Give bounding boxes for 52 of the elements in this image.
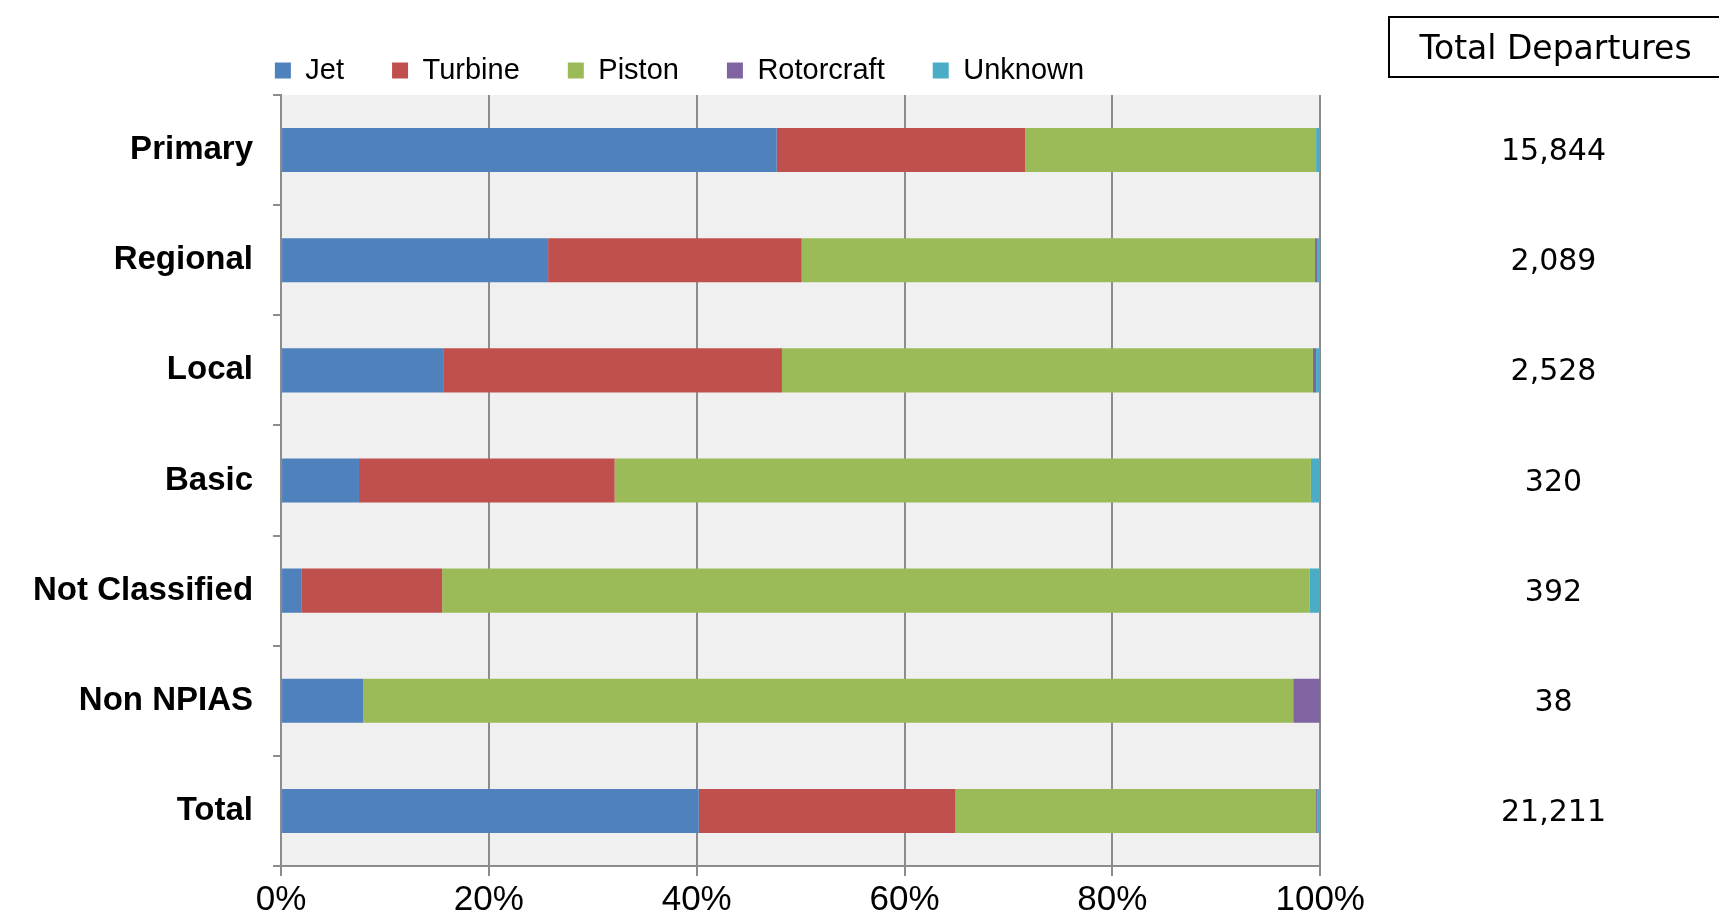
bar <box>282 788 699 833</box>
text: 2,089 <box>1509 241 1598 280</box>
bar <box>1310 458 1321 503</box>
legend-label: Rotorcraft <box>757 52 885 85</box>
y-tick-label: Local <box>166 349 254 387</box>
bar <box>801 238 1316 283</box>
y-tick-label: Basic <box>164 459 254 497</box>
y-tick-label: Total <box>176 790 254 828</box>
bar <box>282 458 359 503</box>
bar <box>443 348 782 393</box>
legend-label: Jet <box>305 52 345 85</box>
bar <box>614 458 1311 503</box>
bar <box>282 568 302 613</box>
x-tick-label: 100% <box>1275 877 1366 916</box>
bar <box>282 678 364 723</box>
x-tick-label: 60% <box>869 877 940 916</box>
bar <box>776 128 1026 173</box>
bar <box>282 128 777 173</box>
legend-label: Unknown <box>963 52 1085 85</box>
x-tick-label: 80% <box>1077 877 1148 916</box>
bar <box>282 238 549 283</box>
bar <box>363 678 1294 723</box>
x-tick-label: 40% <box>661 877 732 916</box>
bar <box>1316 348 1321 393</box>
x-tick-label: 0% <box>255 877 307 916</box>
text: 21,211 <box>1500 791 1607 830</box>
text: 392 <box>1523 571 1584 610</box>
bar <box>1316 128 1321 173</box>
bar <box>548 238 802 283</box>
bar <box>358 458 615 503</box>
bar <box>1025 128 1317 173</box>
legend-label: Turbine <box>422 52 520 85</box>
bar <box>442 568 1310 613</box>
text: Total Departures <box>1388 16 1719 78</box>
y-tick-label: Not Classified <box>33 569 254 607</box>
text: 320 <box>1523 461 1584 500</box>
y-tick-label: Non NPIAS <box>78 679 254 717</box>
bar <box>282 348 444 393</box>
bar <box>1312 348 1317 393</box>
bar <box>301 568 443 613</box>
bar <box>698 788 956 833</box>
bar <box>955 788 1317 833</box>
bar <box>1293 678 1321 723</box>
bar <box>781 348 1313 393</box>
x-tick-label: 20% <box>453 877 524 916</box>
y-tick-label: Primary <box>130 129 254 167</box>
text: 2,528 <box>1509 351 1598 390</box>
legend-label: Piston <box>598 52 679 85</box>
y-tick-label: Regional <box>113 239 254 277</box>
text: 15,844 <box>1500 131 1607 170</box>
text: 38 <box>1533 681 1574 720</box>
bar <box>1309 568 1321 613</box>
